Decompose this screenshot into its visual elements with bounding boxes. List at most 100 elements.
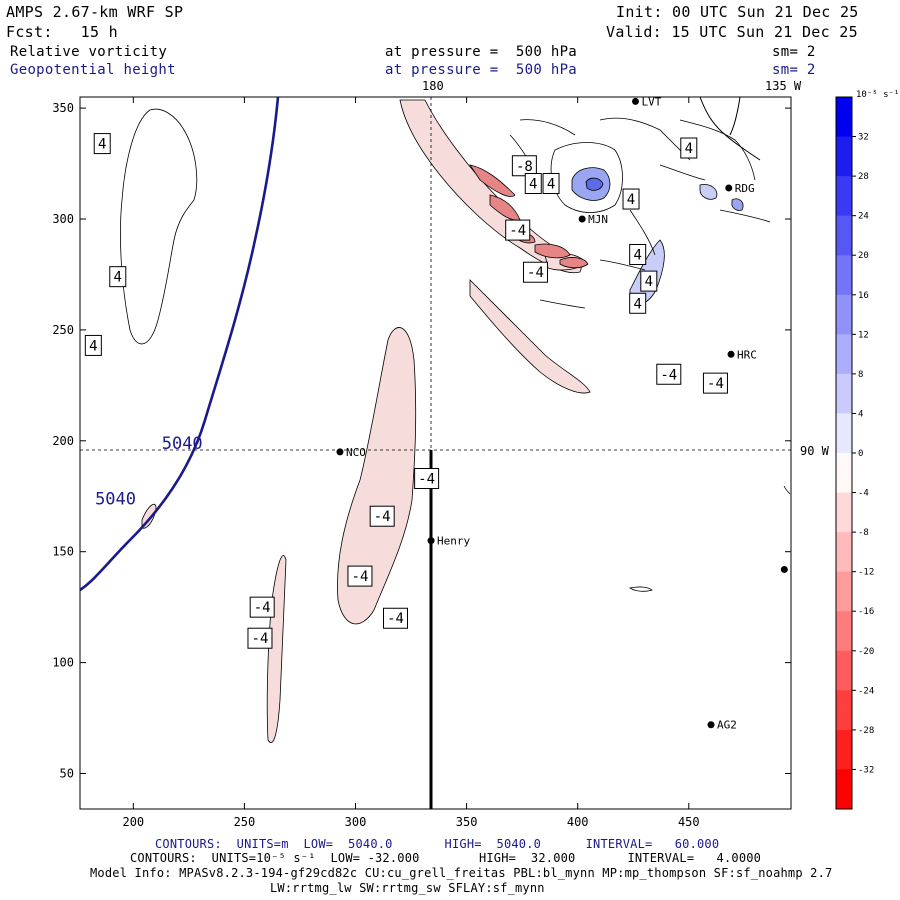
height-label: 5040	[95, 489, 136, 509]
x-tick-label: 250	[234, 815, 256, 829]
y-tick-label: 250	[52, 323, 74, 337]
vorticity-label: 4	[633, 296, 641, 312]
vorticity-label: 4	[529, 177, 537, 193]
vorticity-label: -4	[660, 367, 677, 383]
station-dot	[707, 721, 715, 729]
x-tick-label: 400	[567, 815, 589, 829]
vorticity-region-vortex-core	[585, 177, 604, 191]
station-dot	[336, 448, 344, 456]
vorticity-contour-info: CONTOURS: UNITS=10⁻⁵ s⁻¹ LOW= -32.000 HI…	[130, 851, 762, 865]
vorticity-region-ross-sea	[337, 327, 417, 625]
station-label: RDG	[735, 182, 755, 195]
station-dot	[780, 565, 788, 573]
vorticity-label: -4	[352, 569, 369, 585]
vorticity-label-box	[702, 372, 728, 394]
model-title: AMPS 2.67-km WRF SP	[6, 3, 184, 21]
vorticity-label-box	[622, 188, 640, 210]
height-labels: 5040 5040	[95, 434, 203, 509]
vorticity-label: 4	[89, 338, 97, 354]
init-time: Init: 00 UTC Sun 21 Dec 25	[616, 3, 859, 21]
vorticity-label: -4	[418, 472, 435, 488]
station-label: HRC	[737, 348, 757, 361]
station-markers: LVT RDG MJN HRC NCO Henry AG2	[336, 95, 788, 732]
station-label: Henry	[437, 535, 470, 548]
y-tick-label: 150	[52, 545, 74, 559]
height-contour-5040	[80, 97, 280, 592]
x-tick-label: 300	[345, 815, 367, 829]
vorticity-label-box	[629, 292, 647, 314]
vorticity-label: 4	[633, 247, 641, 263]
field1-name: Relative vorticity	[10, 44, 168, 60]
vorticity-label-box	[247, 627, 273, 649]
field1-level: at pressure = 500 hPa	[385, 44, 578, 60]
vorticity-label: -8	[516, 159, 533, 175]
y-tick-label: 50	[60, 767, 74, 781]
vorticity-label: 4	[98, 137, 106, 153]
forecast-hour: Fcst: 15 h	[6, 23, 118, 41]
field1-smoothing: sm= 2	[772, 44, 816, 60]
station-dot	[727, 350, 735, 358]
vorticity-label: 4	[547, 177, 555, 193]
y-tick-label: 100	[52, 656, 74, 670]
model-info-2: LW:rrtmg_lw SW:rrtmg_sw SFLAY:sf_mynn	[270, 881, 545, 895]
station-dot	[578, 215, 586, 223]
vorticity-label-box	[84, 334, 102, 356]
vorticity-label: -4	[707, 376, 724, 392]
x-tick-label: 200	[122, 815, 144, 829]
vorticity-label-box	[505, 219, 531, 241]
station-dot	[725, 184, 733, 192]
axis-ticks: 200 250 300 350 400 450 350 300 250 200 150 100 50	[52, 97, 791, 829]
vorticity-label-box	[524, 173, 542, 195]
vorticity-label: -4	[509, 223, 526, 239]
station-dot	[631, 97, 639, 105]
vorticity-label: -4	[527, 265, 544, 281]
vorticity-label-box	[414, 468, 440, 490]
vorticity-label-box	[522, 261, 548, 283]
vorticity-label-box	[109, 266, 127, 288]
vorticity-label-box	[93, 133, 111, 155]
station-label: MJN	[588, 213, 608, 226]
height-contour-info: CONTOURS: UNITS=m LOW= 5040.0 HIGH= 5040…	[155, 837, 720, 851]
vorticity-label: 4	[114, 270, 122, 286]
x-tick-label: 350	[456, 815, 478, 829]
right-edge-label: 90 W	[800, 444, 829, 458]
station-dot	[427, 537, 435, 545]
vorticity-label: 4	[645, 274, 653, 290]
y-tick-label: 350	[52, 101, 74, 115]
vorticity-label: 4	[685, 141, 693, 157]
vorticity-label-box	[656, 363, 682, 385]
vorticity-label-box	[511, 155, 537, 177]
vorticity-label-box	[347, 565, 373, 587]
y-tick-label: 300	[52, 212, 74, 226]
vorticity-label: -4	[387, 611, 404, 627]
field2-name: Geopotential height	[10, 62, 176, 78]
field2-level: at pressure = 500 hPa	[385, 62, 578, 78]
coastlines	[699, 97, 761, 161]
vorticity-label: -4	[254, 600, 271, 616]
x-tick-label: 450	[678, 815, 700, 829]
station-label: NCO	[346, 446, 366, 459]
field2-smoothing: sm= 2	[772, 62, 816, 78]
station-label: AG2	[717, 719, 737, 732]
model-info: Model Info: MPASv8.2.3-194-gf29cd82c CU:…	[90, 866, 833, 880]
vorticity-label: -4	[252, 631, 269, 647]
vorticity-labels: 444-84 444-44-444-4-4-4-4-4-4-4-4	[84, 133, 728, 649]
colorbar-unit: 10⁻⁵ s⁻¹	[856, 90, 900, 100]
meridian-label: 180	[422, 79, 444, 93]
valid-time: Valid: 15 UTC Sun 21 Dec 25	[606, 23, 858, 41]
vorticity-label-box	[629, 243, 647, 265]
vorticity-label: -4	[374, 509, 391, 525]
station-label: LVT	[641, 95, 661, 108]
vorticity-label-box	[249, 596, 275, 618]
vorticity-label: 4	[627, 192, 635, 208]
corner-label: 135 W	[765, 79, 802, 93]
vorticity-label-box	[542, 173, 560, 195]
vorticity-label-box	[369, 505, 395, 527]
vorticity-label-box	[680, 137, 698, 159]
vorticity-label-box	[383, 607, 409, 629]
plot-frame	[79, 96, 792, 810]
y-tick-label: 200	[52, 434, 74, 448]
vorticity-region-tongue	[469, 279, 591, 394]
height-label: 5040	[162, 434, 203, 454]
